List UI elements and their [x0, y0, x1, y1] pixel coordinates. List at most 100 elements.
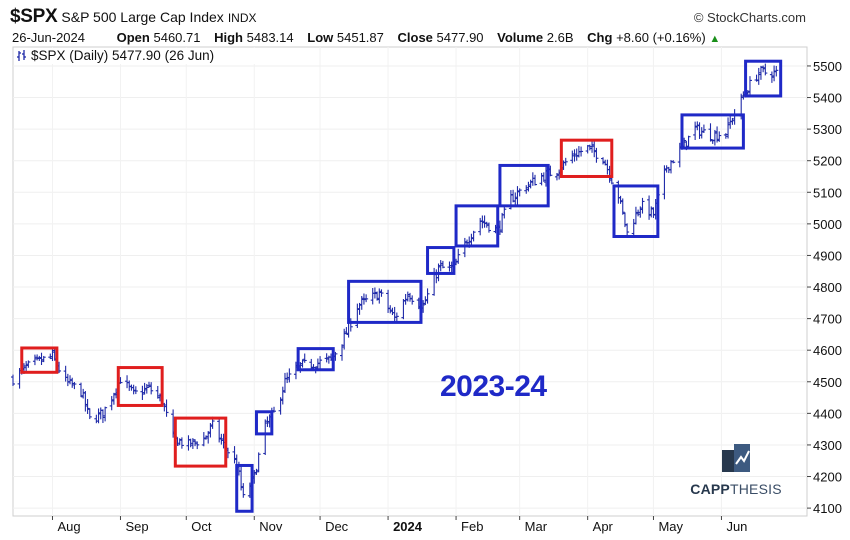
y-tick-label: 4400	[813, 406, 842, 421]
y-tick-label: 5000	[813, 217, 842, 232]
x-tick-label: Mar	[525, 519, 548, 534]
ohlc-bar	[640, 197, 645, 214]
ohlc-bar	[103, 406, 108, 422]
plot-frame	[12, 46, 808, 517]
ohlc-bar	[651, 207, 656, 218]
high-value: 5483.14	[246, 30, 294, 45]
ohlc-bar	[769, 71, 774, 83]
ohlc-bar	[633, 206, 638, 225]
ohlc-bar	[712, 130, 717, 146]
open-label: Open	[116, 30, 150, 45]
ohlc-bar	[774, 65, 779, 77]
red-range-box	[559, 138, 614, 178]
ohlc-bar	[579, 146, 584, 157]
chg-label: Chg	[587, 30, 613, 45]
index-name: S&P 500 Large Cap Index	[61, 9, 224, 25]
ohlc-bar	[131, 384, 136, 395]
year-watermark: 2023-24	[440, 370, 547, 403]
blue-range-box	[347, 279, 423, 324]
y-tick-label: 5300	[813, 122, 842, 137]
ohlc-bar	[517, 188, 522, 197]
ohlc-bar	[370, 288, 375, 305]
ohlc-bar	[186, 435, 191, 451]
chg-value: +8.60 (+0.16%)	[616, 30, 706, 45]
ohlc-bar	[355, 303, 360, 328]
ohlc-bar	[425, 288, 430, 304]
y-tick-label: 5200	[813, 154, 842, 169]
ohlc-bar	[388, 305, 393, 314]
y-tick-label: 4100	[813, 501, 842, 516]
ohlc-bar	[701, 124, 706, 133]
red-range-box	[20, 346, 59, 374]
ohlc-bar	[528, 179, 533, 189]
ohlc-bar	[65, 373, 70, 387]
source-credit: © StockCharts.com	[693, 10, 806, 25]
ohlc-bar	[423, 296, 428, 305]
y-tick-label: 4900	[813, 248, 842, 263]
ohlc-bar	[502, 206, 507, 219]
y-axis: 4100 4200 4300 4400 4500 4600 4700 4800 4900 5000…	[807, 59, 842, 516]
ohlc-bar	[280, 386, 285, 405]
chart-header: $SPX S&P 500 Large Cap Index INDX	[10, 6, 256, 28]
ohlc-bar	[440, 260, 445, 269]
low-value: 5451.87	[336, 30, 384, 45]
ohlc-bar	[394, 312, 399, 322]
y-tick-label: 4500	[813, 375, 842, 390]
ohlc-bar	[647, 195, 652, 220]
ohlc-bar	[609, 177, 614, 185]
ohlc-bar	[708, 123, 713, 142]
ohlc-bars-layer	[11, 63, 779, 498]
ohlc-bar	[563, 157, 568, 166]
ohlc-bar	[206, 431, 211, 444]
ohlc-bar	[447, 261, 452, 272]
low-label: Low	[307, 30, 334, 45]
ohlc-bar	[81, 388, 86, 399]
ohlc-bar	[63, 365, 68, 382]
ohlc-bar	[379, 289, 384, 297]
ohlc-bar	[111, 392, 116, 405]
ohlc-bar	[232, 446, 237, 464]
ohlc-bar	[35, 354, 40, 361]
blue-range-box	[454, 204, 500, 248]
ohlc-bar	[179, 437, 184, 449]
ohlc-bar	[539, 172, 544, 186]
ohlc-legend-icon	[17, 50, 26, 61]
ohlc-bar	[482, 215, 487, 228]
ohlc-bar	[574, 148, 579, 161]
ohlc-bar	[72, 381, 77, 390]
ohlc-bar	[515, 186, 520, 205]
y-tick-label: 5100	[813, 185, 842, 200]
ohlc-bar	[164, 399, 169, 417]
blue-range-box	[498, 163, 550, 208]
blue-range-box	[235, 463, 254, 513]
x-tick-label: Sep	[125, 519, 148, 534]
ohlc-bar	[587, 144, 592, 151]
ohlc-bar	[241, 483, 246, 498]
ohlc-bar	[318, 356, 323, 370]
ohlc-bar	[142, 382, 147, 395]
ohlc-bar	[693, 121, 698, 141]
ohlc-bar	[50, 349, 55, 362]
ohlc-bar	[763, 63, 768, 76]
ohlc-bar	[717, 131, 722, 142]
ohlc-bar	[83, 391, 88, 412]
range-boxes-layer	[20, 59, 783, 513]
blue-range-box	[296, 347, 335, 372]
ohlc-bar	[756, 67, 761, 85]
ohlc-bar	[155, 385, 160, 399]
ohlc-bar	[324, 353, 329, 363]
ohlc-bar	[364, 294, 369, 303]
y-tick-label: 4200	[813, 470, 842, 485]
ohlc-bar	[78, 382, 83, 398]
ohlc-bar	[570, 150, 575, 164]
x-tick-label: Nov	[259, 519, 283, 534]
x-tick-label: Aug	[57, 519, 80, 534]
high-label: High	[214, 30, 243, 45]
blue-range-box	[254, 410, 274, 436]
ohlc-bar	[486, 222, 491, 233]
ohlc-bar	[377, 288, 382, 304]
ohlc-bar	[541, 172, 546, 182]
ohlc-bar	[462, 237, 467, 258]
close-value: 5477.90	[436, 30, 484, 45]
